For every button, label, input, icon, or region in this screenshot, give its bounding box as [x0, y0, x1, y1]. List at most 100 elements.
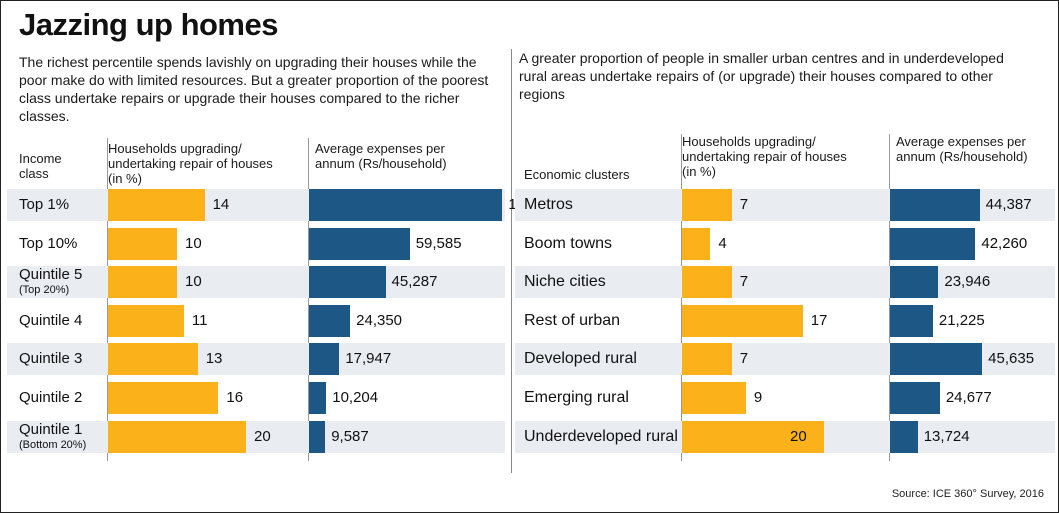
left-category-name: Top 1%: [19, 196, 70, 213]
left-subtitle: The richest percentile spends lavishly o…: [19, 54, 489, 124]
right-category-label: Underdeveloped rural: [524, 428, 678, 446]
right-category-name: Underdeveloped rural: [524, 427, 678, 445]
right-pct-label: 17: [810, 311, 828, 329]
left-row-band: [7, 420, 505, 453]
left-header-income-class: Income class: [19, 151, 62, 181]
left-category-name: Quintile 5: [19, 266, 83, 284]
left-category-label: Quintile 2: [19, 389, 82, 406]
left-axis-pct: [107, 138, 108, 461]
left-category-label: Quintile 4: [19, 312, 82, 329]
left-category-label: Top 10%: [19, 235, 77, 252]
left-exp-bar: [309, 304, 351, 337]
right-category-label: Niche cities: [524, 273, 606, 291]
right-pct-bar: [682, 304, 803, 337]
left-row-band: [7, 343, 505, 376]
left-category-label: Quintile 3: [19, 350, 82, 367]
right-pct-bar: [682, 266, 732, 299]
right-exp-label: 23,946: [944, 273, 991, 291]
left-exp-bar: [309, 420, 326, 453]
left-category-name: Quintile 3: [19, 350, 83, 368]
left-pct-bar: [108, 189, 205, 221]
panel-divider: [511, 49, 512, 473]
left-category-name: Top 10%: [19, 234, 78, 252]
page-title: Jazzing up homes: [19, 7, 278, 42]
left-category-name: Quintile 4: [19, 311, 83, 329]
left-exp-bar: [309, 227, 410, 260]
right-exp-bar: [890, 227, 976, 260]
left-pct-label: 14: [212, 196, 230, 213]
left-pct-label: 16: [226, 389, 244, 406]
right-category-label: Developed rural: [524, 350, 637, 368]
left-category-label: Quintile 5 (Top 20%): [19, 266, 82, 296]
right-category-name: Rest of urban: [524, 311, 621, 329]
left-category-note: (Top 20%): [19, 284, 70, 297]
left-exp-bar: [309, 266, 386, 299]
right-exp-bar: [890, 343, 983, 376]
right-category-label: Rest of urban: [524, 312, 620, 330]
left-exp-bar: [309, 343, 340, 376]
right-exp-bar: [890, 382, 940, 414]
left-pct-bar: [108, 266, 177, 299]
left-pct-label: 10: [185, 234, 202, 252]
left-exp-label: 59,585: [415, 234, 462, 252]
right-header-pct: Households upgrading/ undertaking repair…: [682, 134, 847, 179]
right-category-name: Niche cities: [524, 273, 606, 291]
source-note: Source: ICE 360° Survey, 2016: [891, 488, 1044, 500]
left-pct-label: 11: [191, 311, 208, 329]
right-category-name: Metros: [524, 196, 573, 213]
left-exp-bar: [309, 382, 327, 414]
right-pct-label: 9: [753, 389, 763, 406]
right-exp-label: 24,677: [945, 389, 992, 406]
left-exp-label: 17,947: [345, 350, 392, 368]
right-exp-label: 21,225: [938, 311, 985, 329]
left-pct-bar: [108, 304, 184, 337]
right-category-name: Emerging rural: [524, 389, 629, 406]
left-category-name: Quintile 1: [19, 420, 83, 438]
right-category-label: Metros: [524, 196, 573, 214]
right-exp-label: 44,387: [985, 196, 1032, 213]
left-category-note: (Bottom 20%): [19, 438, 87, 451]
right-subtitle: A greater proportion of people in smalle…: [519, 50, 1004, 102]
right-category-label: Boom towns: [524, 235, 612, 253]
left-exp-label: 24,350: [356, 311, 403, 329]
left-pct-bar: [108, 227, 177, 260]
left-exp-bar: [309, 189, 503, 221]
right-pct-label: 7: [739, 273, 749, 291]
right-pct-label: 7: [739, 196, 749, 213]
right-pct-bar: [682, 189, 732, 221]
right-category-name: Developed rural: [524, 350, 637, 368]
right-pct-bar: [682, 343, 732, 376]
left-category-name: Quintile 2: [19, 389, 83, 406]
left-pct-bar: [108, 420, 246, 453]
right-category-name: Boom towns: [524, 234, 613, 252]
right-pct-bar: [682, 420, 824, 453]
left-pct-bar: [108, 343, 198, 376]
right-exp-bar: [890, 420, 918, 453]
right-exp-label: 45,635: [988, 350, 1035, 368]
left-row-band: [7, 266, 505, 299]
right-pct-label: 4: [718, 234, 727, 252]
left-exp-label: 45,287: [391, 273, 438, 291]
left-pct-label: 10: [185, 273, 202, 291]
left-exp-label: 10,204: [332, 389, 379, 406]
right-exp-bar: [890, 189, 980, 221]
right-exp-bar: [890, 266, 939, 299]
left-pct-label: 20: [254, 427, 271, 445]
right-category-label: Emerging rural: [524, 389, 629, 407]
left-exp-label: 9,587: [331, 427, 369, 445]
left-axis-exp: [308, 138, 309, 461]
right-header-exp: Average expenses per annum (Rs/household…: [896, 134, 1028, 164]
right-exp-label: 42,260: [981, 234, 1028, 252]
right-header-clusters: Economic clusters: [524, 167, 630, 182]
left-header-pct: Households upgrading/ undertaking repair…: [108, 141, 273, 186]
left-category-label: Top 1%: [19, 196, 69, 213]
right-pct-label: 7: [739, 350, 749, 368]
right-pct-label: 20: [790, 427, 807, 445]
left-header-exp: Average expenses per annum (Rs/household…: [315, 141, 447, 171]
right-exp-label: 13,724: [923, 427, 970, 445]
right-exp-bar: [890, 304, 933, 337]
left-pct-label: 13: [205, 350, 223, 368]
left-category-label: Quintile 1 (Bottom 20%): [19, 421, 86, 451]
right-pct-bar: [682, 382, 746, 414]
